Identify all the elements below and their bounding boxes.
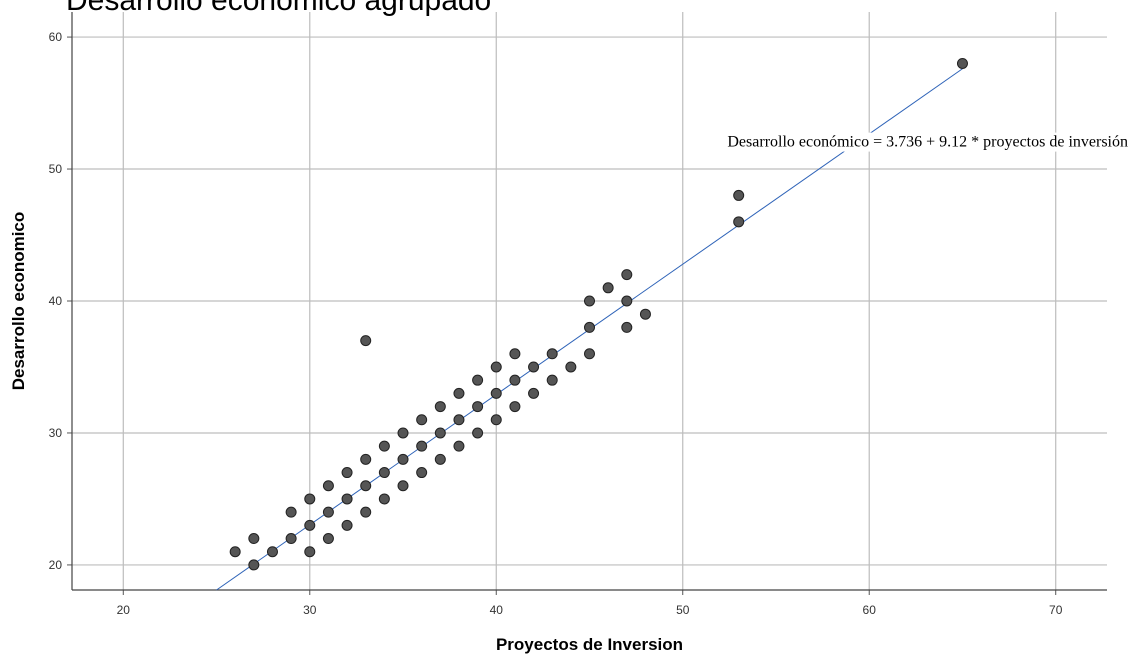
data-point	[621, 321, 633, 333]
data-point	[472, 427, 484, 439]
data-point	[956, 57, 968, 69]
data-point	[416, 440, 428, 452]
y-tick-label: 50	[49, 162, 63, 176]
data-point	[322, 506, 334, 518]
data-point	[360, 453, 372, 465]
tick-labels: 20 30 40 50 60 70 20 30 40 50 60	[49, 30, 1063, 617]
data-point	[248, 533, 260, 545]
data-point	[341, 493, 353, 505]
data-point	[490, 361, 502, 373]
data-point	[304, 519, 316, 531]
data-point	[528, 387, 540, 399]
y-tick-label: 60	[49, 30, 63, 44]
data-point	[602, 282, 614, 294]
data-point	[621, 295, 633, 307]
y-tick-label: 30	[49, 426, 63, 440]
data-point	[528, 361, 540, 373]
data-point	[509, 374, 521, 386]
data-point	[248, 559, 260, 571]
x-tick-label: 20	[117, 603, 131, 617]
y-tick-label: 40	[49, 294, 63, 308]
data-point	[378, 467, 390, 479]
data-point	[229, 546, 241, 558]
data-point	[397, 427, 409, 439]
data-point	[397, 480, 409, 492]
data-point	[341, 467, 353, 479]
data-point	[639, 308, 651, 320]
data-point	[285, 506, 297, 518]
data-point	[565, 361, 577, 373]
data-point	[584, 348, 595, 360]
data-point	[322, 533, 334, 545]
data-point	[584, 295, 595, 307]
data-point	[378, 493, 390, 505]
x-tick-label: 60	[863, 603, 877, 617]
data-point	[341, 519, 353, 531]
data-point	[360, 506, 372, 518]
data-point	[509, 348, 521, 360]
x-tick-label: 30	[303, 603, 317, 617]
data-point	[584, 321, 595, 333]
data-point	[472, 401, 484, 413]
data-point	[378, 440, 390, 452]
data-point	[416, 414, 428, 426]
data-point	[304, 546, 316, 558]
y-tick-label: 20	[49, 558, 63, 572]
data-point	[360, 335, 372, 347]
data-point	[490, 414, 502, 426]
x-tick-label: 70	[1049, 603, 1063, 617]
data-point	[416, 467, 428, 479]
data-point	[434, 401, 446, 413]
chart-title: Desarrollo económico agrupado	[66, 0, 491, 17]
data-point	[285, 533, 297, 545]
data-point	[266, 546, 278, 558]
data-points	[229, 57, 968, 571]
data-point	[546, 348, 558, 360]
x-tick-label: 50	[676, 603, 690, 617]
data-point	[453, 440, 465, 452]
axes	[67, 12, 1107, 595]
data-point	[546, 374, 558, 386]
data-point	[304, 493, 316, 505]
data-point	[621, 269, 633, 281]
data-point	[360, 480, 372, 492]
x-tick-label: 40	[490, 603, 504, 617]
y-axis-title: Desarrollo economico	[9, 212, 28, 391]
data-point	[434, 427, 446, 439]
data-point	[397, 453, 409, 465]
data-point	[453, 414, 465, 426]
data-point	[434, 453, 446, 465]
data-point	[733, 216, 745, 228]
data-point	[490, 387, 502, 399]
data-point	[733, 189, 745, 201]
data-point	[509, 401, 521, 413]
data-point	[453, 387, 465, 399]
equation-background	[724, 132, 1131, 152]
data-point	[472, 374, 484, 386]
regression-equation: Desarrollo económico = 3.736 + 9.12 * pr…	[727, 134, 1128, 151]
x-axis-title: Proyectos de Inversion	[496, 635, 683, 654]
data-point	[322, 480, 334, 492]
